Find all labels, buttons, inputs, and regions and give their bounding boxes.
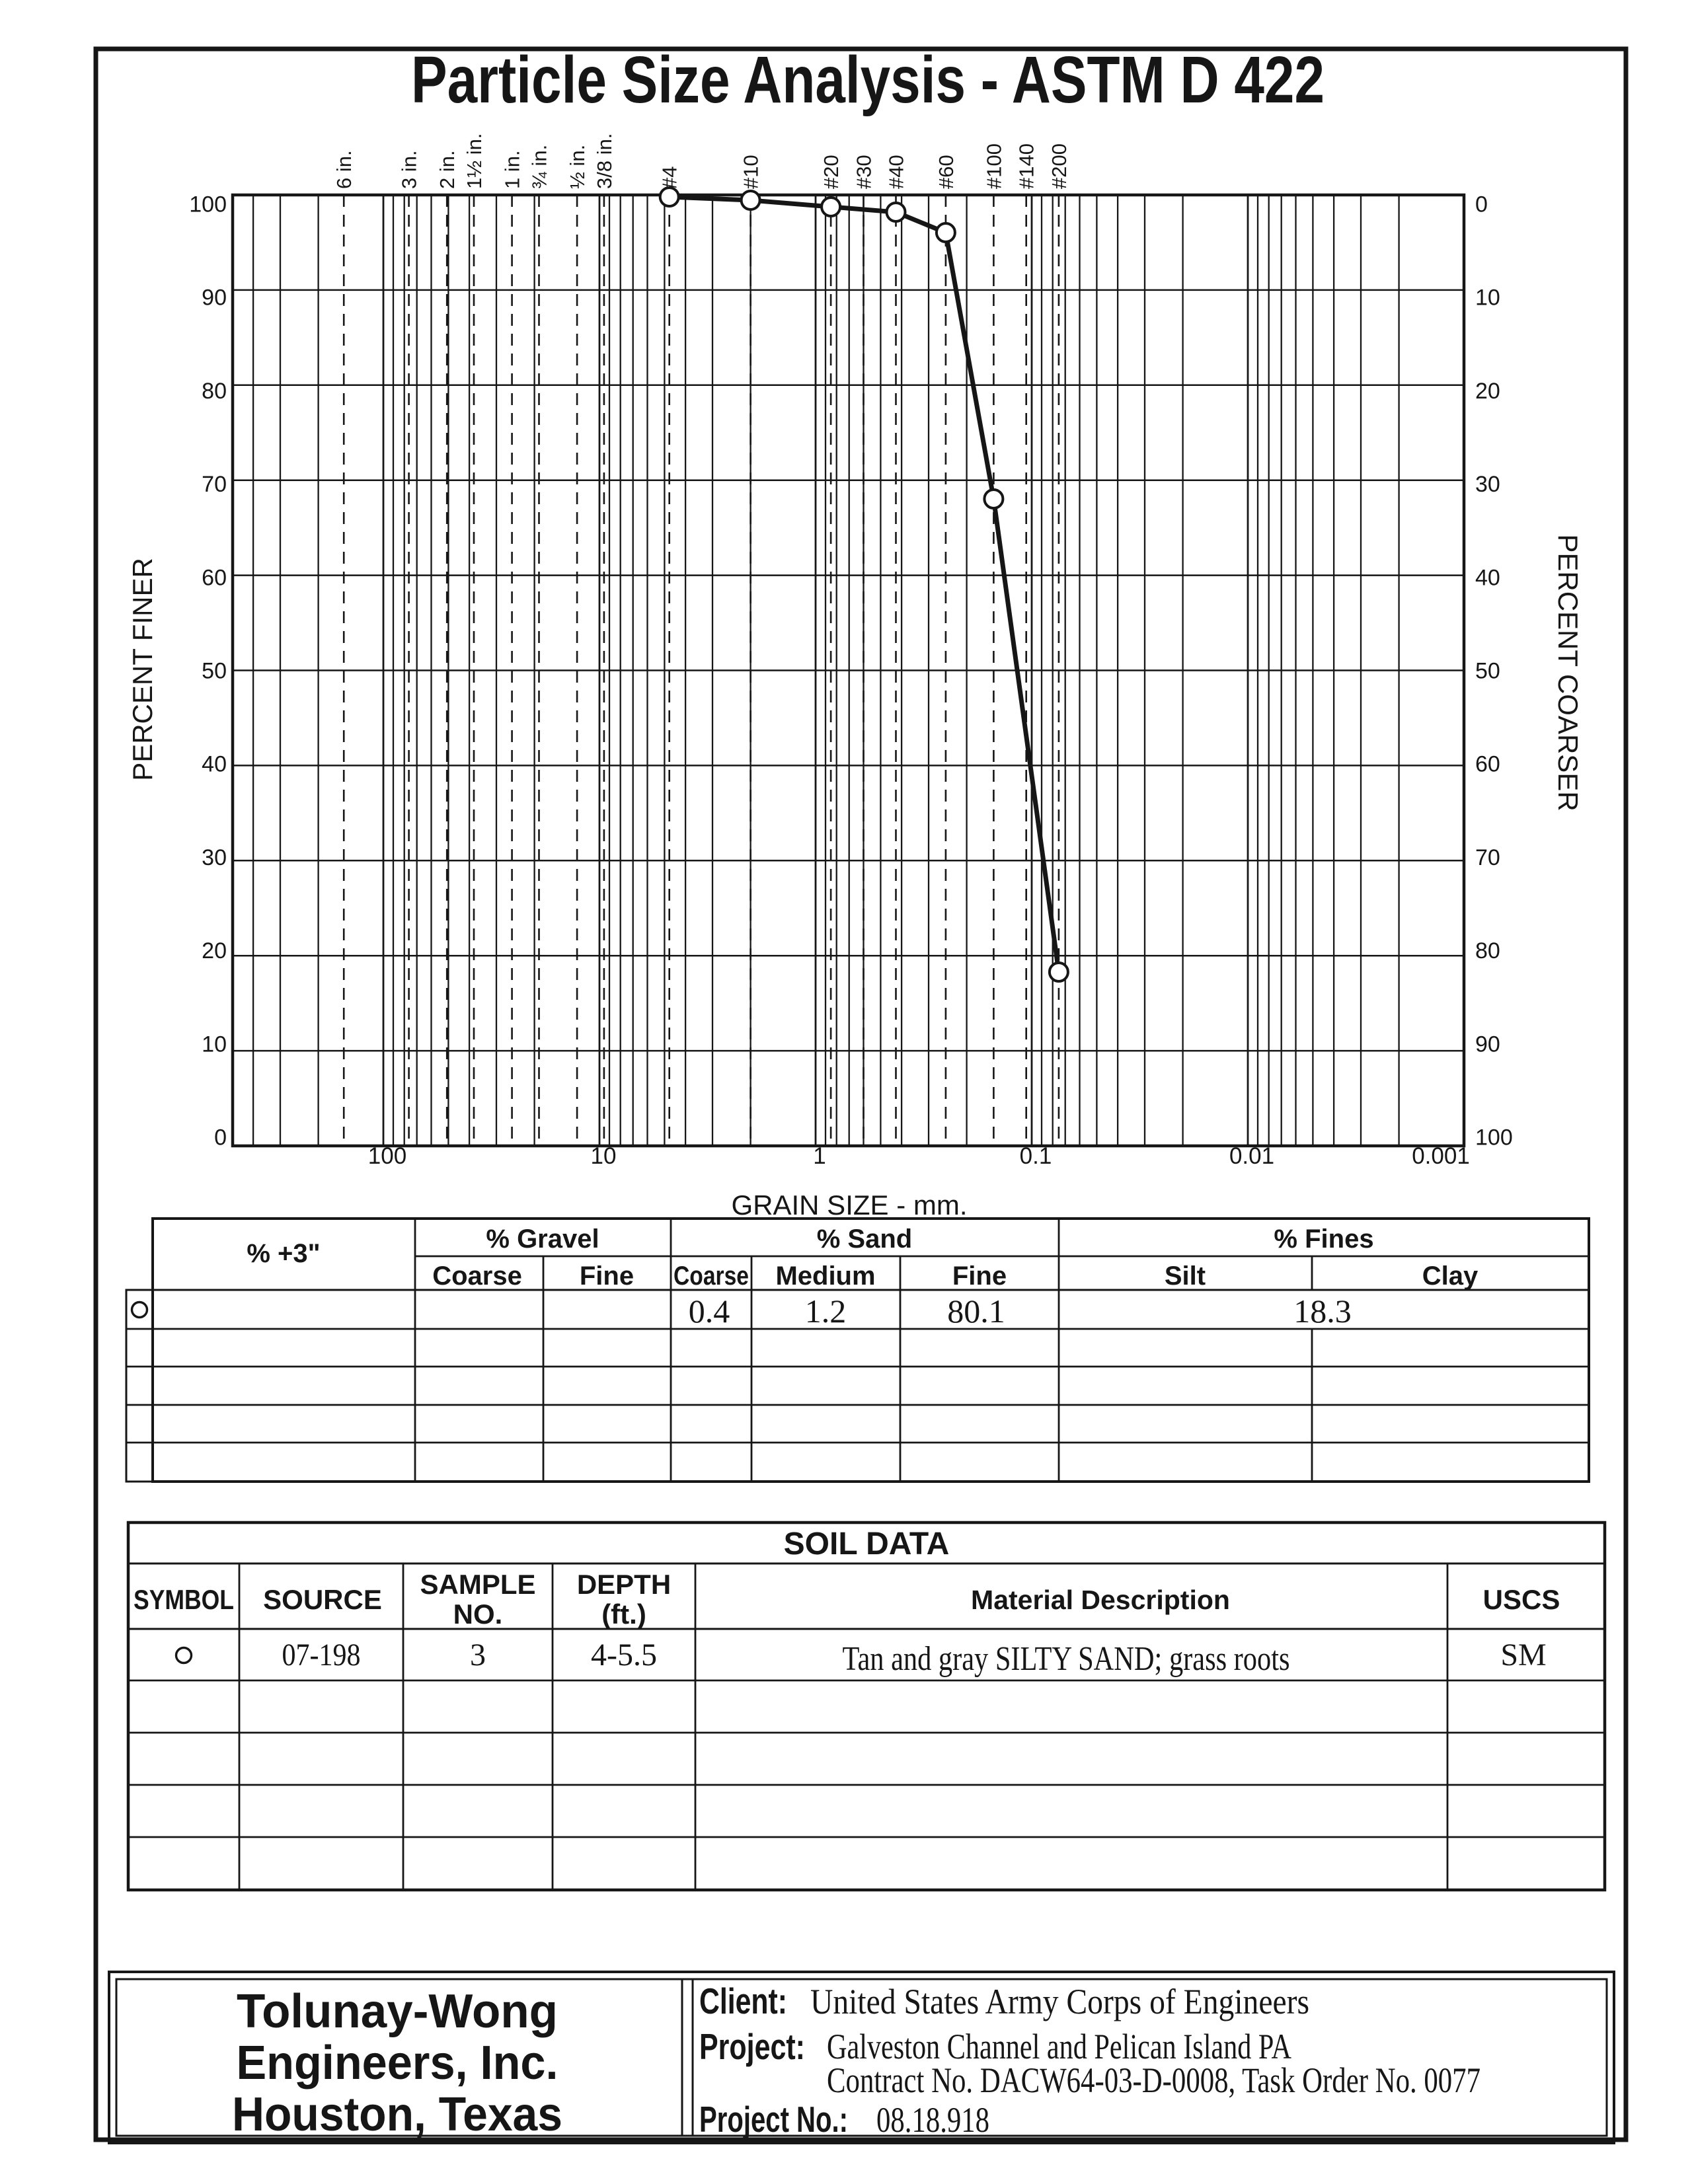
svg-text:2 in.: 2 in.: [436, 150, 459, 189]
svg-text:07-198: 07-198: [282, 1638, 361, 1673]
svg-text:% +3": % +3": [247, 1239, 320, 1268]
svg-text:GRAIN SIZE - mm.: GRAIN SIZE - mm.: [732, 1189, 968, 1221]
svg-text:1½ in.: 1½ in.: [463, 133, 486, 189]
svg-text:Contract No. DACW64-03-D-0008,: Contract No. DACW64-03-D-0008, Task Orde…: [827, 2060, 1480, 2100]
svg-text:30: 30: [1475, 472, 1500, 497]
svg-text:20: 20: [202, 938, 227, 963]
svg-text:#60: #60: [935, 155, 958, 189]
svg-text:SOURCE: SOURCE: [263, 1584, 382, 1615]
svg-text:90: 90: [1475, 1032, 1500, 1057]
svg-text:Coarse: Coarse: [673, 1261, 749, 1291]
svg-text:1: 1: [813, 1143, 826, 1169]
svg-text:0: 0: [214, 1125, 227, 1150]
svg-text:Particle Size Analysis - ASTM: Particle Size Analysis - ASTM D 422: [411, 43, 1325, 117]
svg-text:80: 80: [1475, 938, 1500, 963]
svg-text:40: 40: [202, 752, 227, 777]
svg-text:Client:: Client:: [699, 1980, 787, 2021]
svg-text:18.3: 18.3: [1293, 1293, 1352, 1330]
svg-text:NO.: NO.: [453, 1599, 503, 1630]
svg-text:3/8 in.: 3/8 in.: [593, 133, 616, 189]
svg-text:0: 0: [1475, 192, 1488, 217]
svg-text:90: 90: [202, 285, 227, 311]
svg-text:Medium: Medium: [775, 1261, 875, 1291]
svg-text:0.01: 0.01: [1229, 1143, 1274, 1169]
svg-text:70: 70: [1475, 845, 1500, 870]
svg-text:100: 100: [368, 1143, 406, 1169]
svg-text:3: 3: [470, 1638, 486, 1673]
svg-text:0.1: 0.1: [1020, 1143, 1052, 1169]
svg-text:20: 20: [1475, 379, 1500, 404]
svg-text:USCS: USCS: [1483, 1584, 1560, 1615]
svg-text:SAMPLE: SAMPLE: [420, 1569, 535, 1600]
svg-text:Silt: Silt: [1165, 1261, 1206, 1291]
svg-text:Engineers, Inc.: Engineers, Inc.: [237, 2037, 558, 2090]
svg-text:100: 100: [1475, 1125, 1513, 1150]
svg-text:0.4: 0.4: [689, 1293, 730, 1330]
svg-text:#140: #140: [1015, 143, 1038, 189]
svg-text:Material Description: Material Description: [971, 1585, 1230, 1615]
svg-text:10: 10: [202, 1032, 227, 1057]
svg-text:DEPTH: DEPTH: [577, 1569, 671, 1600]
svg-text:SM: SM: [1500, 1638, 1546, 1673]
svg-text:(ft.): (ft.): [601, 1599, 646, 1630]
svg-text:Fine: Fine: [952, 1261, 1007, 1291]
svg-text:80: 80: [202, 379, 227, 404]
svg-text:50: 50: [1475, 659, 1500, 684]
svg-text:% Fines: % Fines: [1274, 1224, 1373, 1254]
svg-text:#40: #40: [885, 155, 908, 189]
svg-text:#200: #200: [1048, 143, 1071, 189]
svg-text:30: 30: [202, 845, 227, 870]
svg-text:1 in.: 1 in.: [501, 150, 524, 189]
svg-text:PERCENT FINER: PERCENT FINER: [127, 558, 158, 781]
svg-text:SOIL DATA: SOIL DATA: [784, 1526, 950, 1562]
svg-text:Tan and gray SILTY SAND; grass: Tan and gray SILTY SAND; grass roots: [843, 1640, 1290, 1678]
svg-text:60: 60: [1475, 752, 1500, 777]
svg-text:Tolunay-Wong: Tolunay-Wong: [237, 1985, 558, 2038]
svg-text:% Sand: % Sand: [817, 1224, 912, 1254]
svg-text:50: 50: [202, 659, 227, 684]
svg-text:60: 60: [202, 565, 227, 590]
svg-text:80.1: 80.1: [947, 1293, 1005, 1330]
svg-text:#4: #4: [658, 167, 681, 189]
svg-text:SYMBOL: SYMBOL: [134, 1584, 234, 1615]
svg-text:Fine: Fine: [580, 1261, 634, 1291]
svg-text:#20: #20: [820, 155, 843, 189]
svg-text:1.2: 1.2: [805, 1293, 847, 1330]
svg-text:#30: #30: [853, 155, 876, 189]
svg-text:10: 10: [591, 1143, 617, 1169]
svg-text:70: 70: [202, 472, 227, 497]
svg-text:100: 100: [189, 192, 227, 217]
svg-text:4-5.5: 4-5.5: [591, 1638, 657, 1673]
svg-text:40: 40: [1475, 565, 1500, 590]
svg-text:0.001: 0.001: [1412, 1143, 1470, 1169]
svg-text:3 in.: 3 in.: [398, 150, 421, 189]
svg-text:#10: #10: [740, 155, 763, 189]
svg-text:Houston, Texas: Houston, Texas: [232, 2088, 562, 2141]
svg-text:United States Army Corps of En: United States Army Corps of Engineers: [810, 1982, 1309, 2021]
svg-text:Project No.:: Project No.:: [699, 2099, 848, 2140]
svg-text:#100: #100: [982, 143, 1005, 189]
svg-text:6 in.: 6 in.: [332, 150, 356, 189]
svg-text:½ in.: ½ in.: [566, 145, 589, 189]
svg-text:% Gravel: % Gravel: [486, 1224, 599, 1254]
svg-text:PERCENT COARSER: PERCENT COARSER: [1553, 534, 1584, 811]
svg-text:10: 10: [1475, 285, 1500, 311]
svg-text:Coarse: Coarse: [432, 1261, 522, 1291]
svg-text:Clay: Clay: [1422, 1261, 1479, 1291]
svg-text:Project:: Project:: [699, 2026, 805, 2067]
svg-text:Galveston Channel and Pelican: Galveston Channel and Pelican Island PA: [827, 2027, 1291, 2066]
svg-text:¾ in.: ¾ in.: [528, 145, 551, 189]
svg-text:08.18.918: 08.18.918: [876, 2100, 989, 2140]
